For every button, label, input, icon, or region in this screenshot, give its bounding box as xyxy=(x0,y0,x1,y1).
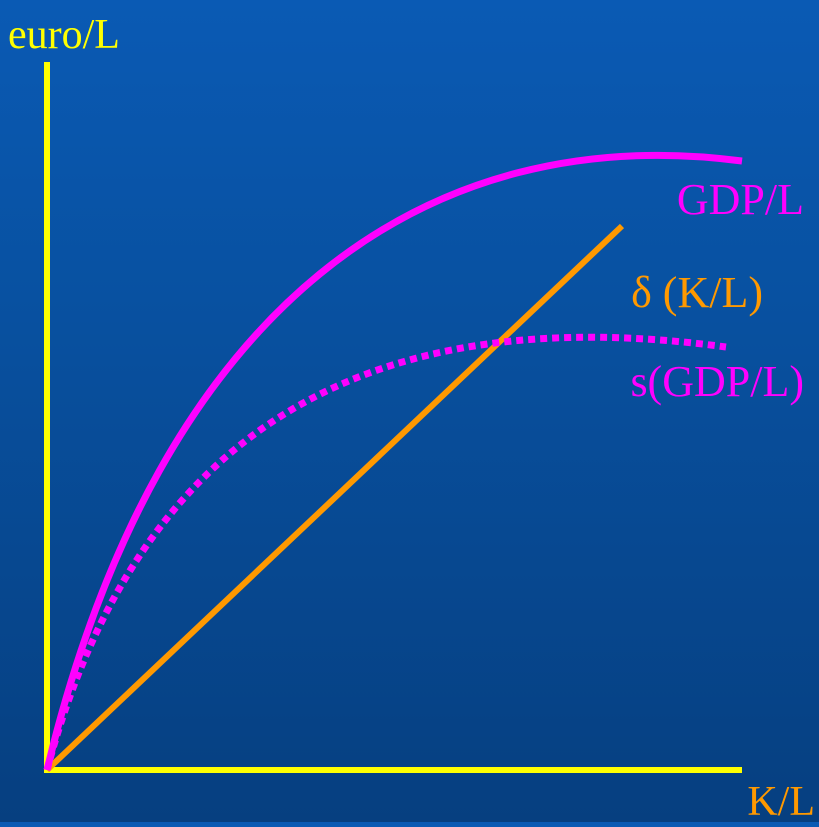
savings-curve-label: s(GDP/L) xyxy=(630,357,804,406)
depreciation-line xyxy=(44,223,625,773)
x-axis-label: K/L xyxy=(747,779,815,822)
savings-curve xyxy=(43,333,727,771)
gdp-curve-label: GDP/L xyxy=(677,175,804,224)
y-axis-label: euro/L xyxy=(8,12,120,58)
depreciation-line-label: δ (K/L) xyxy=(631,268,763,317)
gdp-curve xyxy=(43,151,743,771)
